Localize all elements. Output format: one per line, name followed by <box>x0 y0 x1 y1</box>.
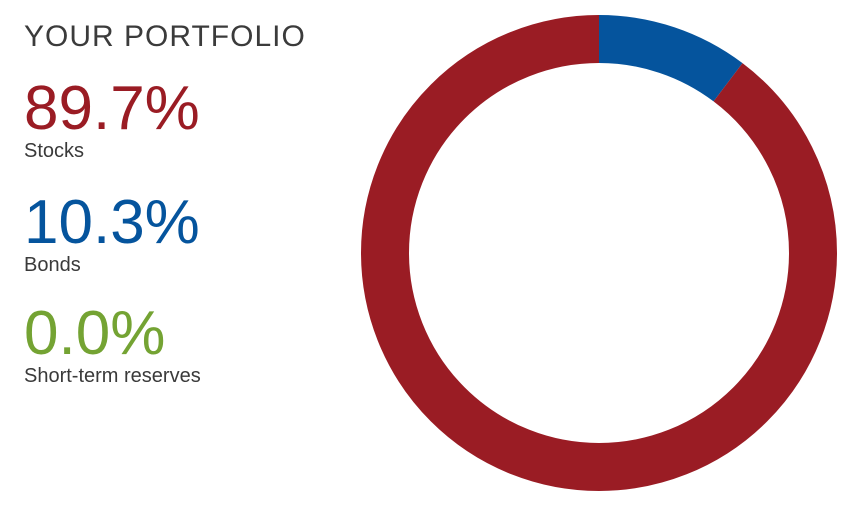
stat-stocks: 89.7% Stocks <box>24 74 200 163</box>
stat-short-term-reserves: 0.0% Short-term reserves <box>24 299 201 388</box>
page-title: YOUR PORTFOLIO <box>24 20 306 53</box>
stocks-label: Stocks <box>24 140 85 162</box>
bonds-percentage: 10.3% <box>24 188 200 257</box>
portfolio-legend-panel: YOUR PORTFOLIO 89.7% Stocks 10.3% Bonds … <box>24 0 354 522</box>
bonds-label: Bonds <box>24 254 81 276</box>
stat-bonds: 10.3% Bonds <box>24 188 200 277</box>
short-term-reserves-label: Short-term reserves <box>24 365 201 387</box>
stocks-percentage: 89.7% <box>24 74 200 143</box>
donut-slice-stocks <box>361 15 837 491</box>
short-term-reserves-percentage: 0.0% <box>24 299 166 368</box>
